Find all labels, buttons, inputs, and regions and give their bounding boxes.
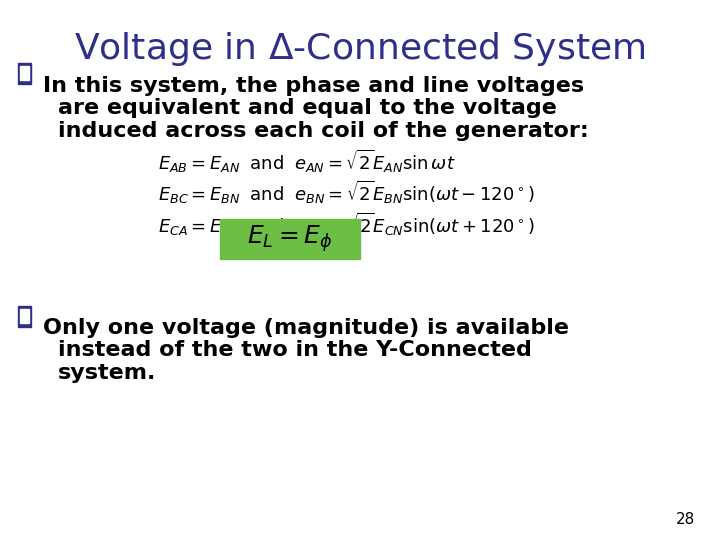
- Text: system.: system.: [58, 363, 156, 383]
- Text: Only one voltage (magnitude) is available: Only one voltage (magnitude) is availabl…: [43, 318, 570, 338]
- Text: $E_{AB} = E_{AN}\;$ and $\;e_{AN} = \sqrt{2}E_{AN}\sin\omega t$: $E_{AB} = E_{AN}\;$ and $\;e_{AN} = \sqr…: [158, 148, 456, 175]
- FancyBboxPatch shape: [18, 63, 31, 84]
- Text: Voltage in $\Delta$-Connected System: Voltage in $\Delta$-Connected System: [74, 30, 646, 68]
- FancyBboxPatch shape: [20, 66, 29, 80]
- Text: $E_L = E_\phi$: $E_L = E_\phi$: [247, 224, 333, 254]
- Text: induced across each coil of the generator:: induced across each coil of the generato…: [58, 121, 588, 141]
- FancyBboxPatch shape: [18, 306, 31, 327]
- Text: instead of the two in the Y-Connected: instead of the two in the Y-Connected: [58, 340, 531, 360]
- Text: $E_{BC} = E_{BN}\;$ and $\;e_{BN} = \sqrt{2}E_{BN}\sin(\omega t - 120^\circ)$: $E_{BC} = E_{BN}\;$ and $\;e_{BN} = \sqr…: [158, 179, 535, 206]
- Text: are equivalent and equal to the voltage: are equivalent and equal to the voltage: [58, 98, 557, 118]
- FancyBboxPatch shape: [20, 309, 29, 323]
- Text: 28: 28: [675, 511, 695, 526]
- FancyBboxPatch shape: [220, 219, 360, 259]
- Text: $E_{CA} = E_{CN}\;$ and $\;e_{CN} = \sqrt{2}E_{CN}\sin(\omega t + 120^\circ)$: $E_{CA} = E_{CN}\;$ and $\;e_{CN} = \sqr…: [158, 211, 536, 238]
- Text: In this system, the phase and line voltages: In this system, the phase and line volta…: [43, 76, 585, 96]
